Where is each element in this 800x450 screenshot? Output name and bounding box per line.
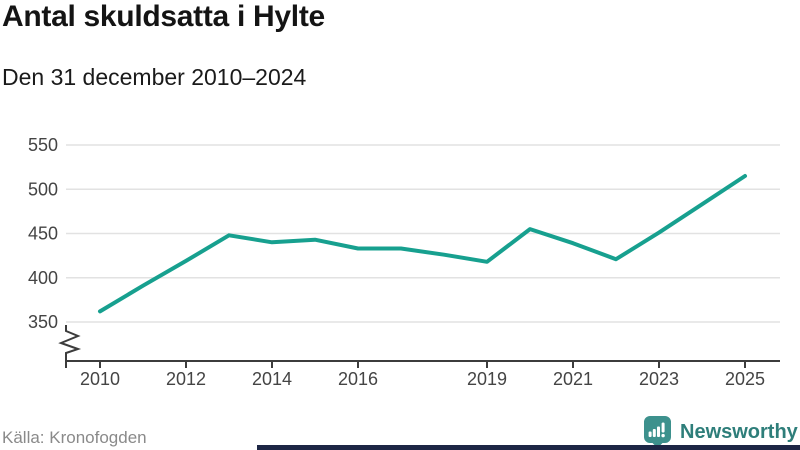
- x-tick-label: 2023: [639, 369, 679, 389]
- data-series: [98, 174, 747, 314]
- logo-bar-1: [648, 431, 652, 437]
- logo-bar-3: [657, 426, 660, 437]
- source-label: Källa: Kronofogden: [2, 428, 147, 447]
- logo-exclaim-dot: [661, 433, 665, 438]
- axis-ticks: [99, 361, 746, 368]
- axis-labels: 350 400 450 500 550 2010 2012 2014 2016 2019 2021 2…: [28, 135, 765, 389]
- logo-exclaim-stroke: [661, 422, 665, 433]
- logo-bar-2: [652, 429, 656, 437]
- newsworthy-logo-icon: [644, 416, 671, 448]
- gridlines: [66, 144, 780, 323]
- chart-subtitle: Den 31 december 2010–2024: [2, 64, 307, 90]
- x-tick-label: 2025: [725, 369, 765, 389]
- data-line: [98, 174, 747, 314]
- y-tick-label: 350: [28, 312, 58, 332]
- chart-title: Antal skuldsatta i Hylte: [2, 0, 325, 33]
- newsworthy-logo-text: Newsworthy: [680, 420, 798, 443]
- axis-break-icon: [58, 325, 82, 368]
- x-tick-label: 2014: [252, 369, 292, 389]
- x-tick-label: 2019: [467, 369, 507, 389]
- y-tick-label: 450: [28, 224, 58, 244]
- x-tick-label: 2016: [338, 369, 378, 389]
- bottom-accent-bar: [257, 445, 800, 450]
- x-tick-label: 2021: [553, 369, 593, 389]
- y-tick-label: 550: [28, 135, 58, 155]
- y-tick-label: 500: [28, 179, 58, 199]
- x-tick-label: 2012: [166, 369, 206, 389]
- x-tick-label: 2010: [80, 369, 120, 389]
- newsworthy-logo: Newsworthy: [644, 416, 798, 448]
- y-tick-label: 400: [28, 268, 58, 288]
